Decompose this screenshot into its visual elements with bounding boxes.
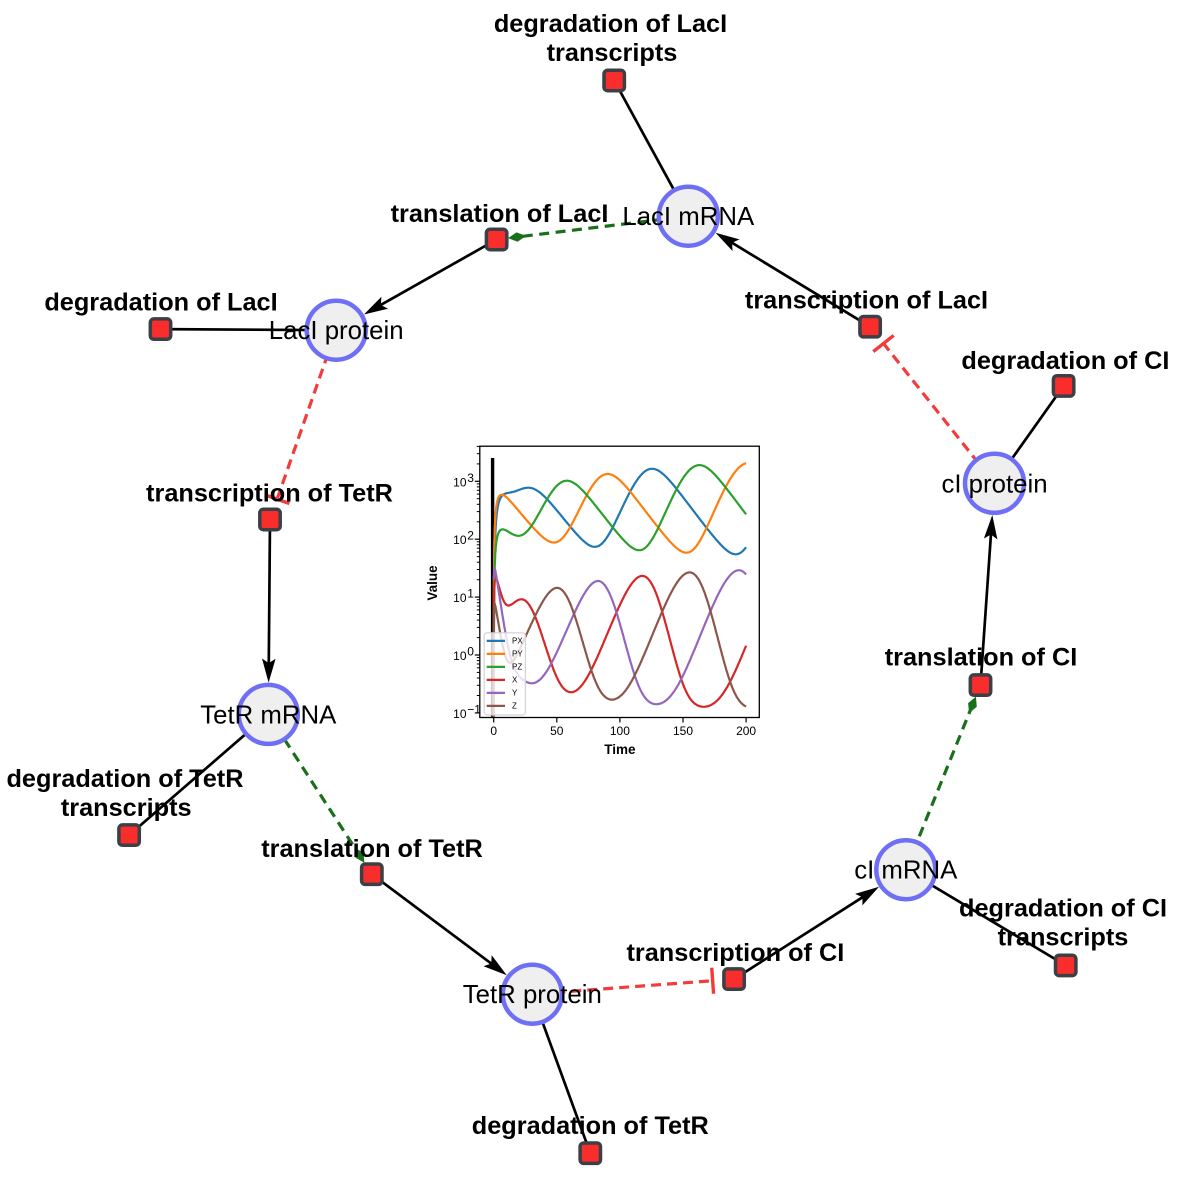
svg-text:Z: Z xyxy=(512,702,517,711)
svg-text:transcription of CI: transcription of CI xyxy=(626,939,844,967)
svg-text:X: X xyxy=(512,676,518,685)
svg-text:3: 3 xyxy=(467,471,474,485)
svg-text:TetR protein: TetR protein xyxy=(463,981,602,1009)
svg-text:Time: Time xyxy=(604,742,636,757)
svg-text:50: 50 xyxy=(550,724,564,738)
svg-text:transcription of LacI: transcription of LacI xyxy=(745,287,988,315)
svg-text:0: 0 xyxy=(490,724,497,738)
svg-text:10: 10 xyxy=(453,707,467,721)
svg-text:degradation of TetR: degradation of TetR xyxy=(472,1112,709,1140)
svg-text:translation of LacI: translation of LacI xyxy=(391,200,609,228)
svg-text:Y: Y xyxy=(512,689,518,698)
svg-text:10: 10 xyxy=(453,533,467,547)
svg-text:LacI protein: LacI protein xyxy=(269,317,404,345)
svg-text:TetR mRNA: TetR mRNA xyxy=(200,701,337,729)
svg-text:2: 2 xyxy=(467,529,474,543)
svg-text:transcripts: transcripts xyxy=(998,924,1129,952)
svg-text:degradation of LacI: degradation of LacI xyxy=(44,289,277,317)
svg-text:cI mRNA: cI mRNA xyxy=(854,857,958,885)
svg-text:10: 10 xyxy=(453,591,467,605)
svg-text:transcription of TetR: transcription of TetR xyxy=(146,480,393,508)
svg-text:degradation of TetR: degradation of TetR xyxy=(6,765,243,793)
svg-text:150: 150 xyxy=(673,724,693,738)
svg-text:translation of CI: translation of CI xyxy=(885,644,1078,672)
svg-text:−1: −1 xyxy=(467,702,481,716)
svg-text:0: 0 xyxy=(467,645,474,659)
svg-text:PY: PY xyxy=(512,650,523,659)
svg-text:Value: Value xyxy=(425,565,440,601)
svg-text:1: 1 xyxy=(467,587,474,601)
svg-text:cI protein: cI protein xyxy=(941,470,1047,498)
svg-text:degradation of CI: degradation of CI xyxy=(961,347,1169,375)
svg-text:degradation of LacI: degradation of LacI xyxy=(494,10,727,38)
svg-text:degradation of CI: degradation of CI xyxy=(959,895,1167,923)
svg-text:100: 100 xyxy=(610,724,630,738)
svg-text:PZ: PZ xyxy=(512,663,522,672)
svg-text:LacI mRNA: LacI mRNA xyxy=(622,203,755,231)
svg-text:translation of TetR: translation of TetR xyxy=(261,835,483,863)
svg-text:transcripts: transcripts xyxy=(61,794,192,822)
svg-text:10: 10 xyxy=(453,649,467,663)
svg-text:transcripts: transcripts xyxy=(547,39,678,67)
svg-text:10: 10 xyxy=(453,475,467,489)
svg-text:PX: PX xyxy=(512,637,523,646)
svg-text:200: 200 xyxy=(736,724,756,738)
